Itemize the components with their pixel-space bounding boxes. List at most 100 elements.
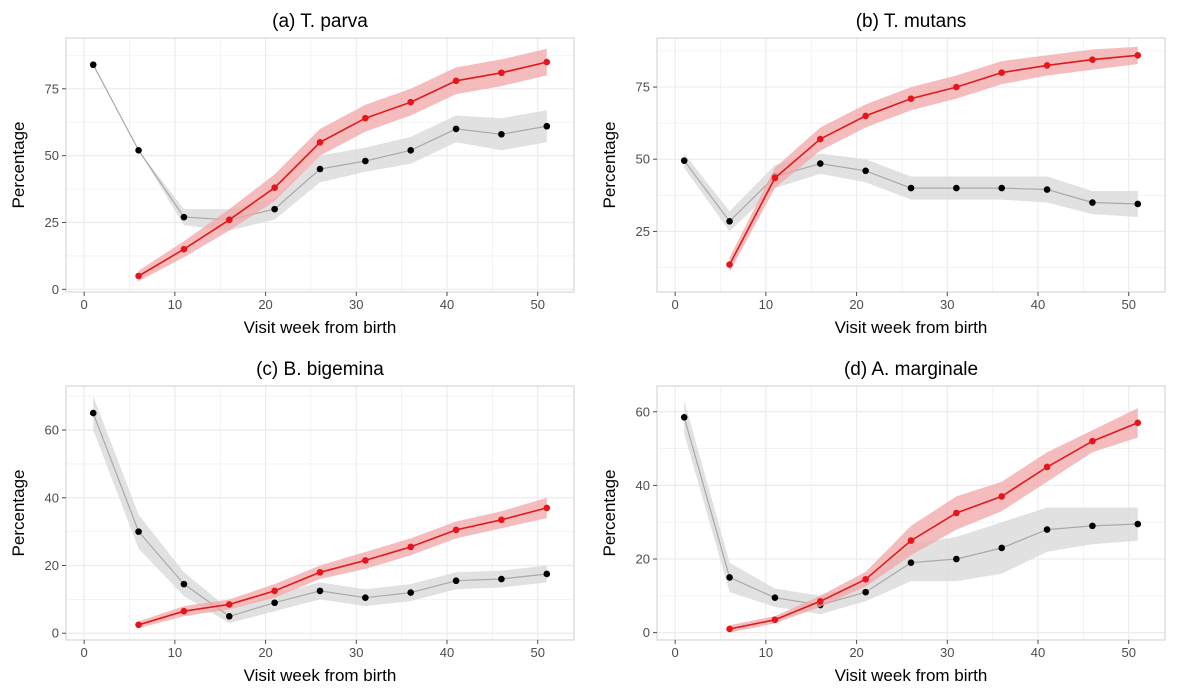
data-point-black (1089, 199, 1096, 206)
y-tick-label: 0 (52, 626, 59, 641)
series-line-red (729, 422, 1139, 630)
x-tick-label: 40 (440, 297, 454, 312)
x-axis-label: Visit week from birth (835, 318, 988, 337)
confidence-band-red (729, 408, 1138, 633)
data-point-black (1089, 522, 1096, 530)
x-tick-label: 10 (168, 645, 182, 660)
data-point-red (180, 245, 188, 253)
x-tick-label: 0 (81, 645, 88, 660)
x-tick-label: 20 (849, 645, 863, 660)
data-point-red (726, 261, 733, 268)
data-point-black (907, 184, 915, 192)
x-tick-label: 20 (849, 297, 863, 312)
data-point-black (862, 588, 869, 596)
data-point-red (225, 601, 233, 608)
y-tick-label: 50 (45, 148, 59, 163)
x-tick-label: 10 (759, 297, 773, 312)
chart-title: (b) T. mutans (856, 11, 967, 32)
data-point-red (1134, 52, 1142, 59)
data-point-red (816, 135, 824, 143)
chart-title: (a) T. parva (272, 11, 368, 32)
chart-svg: 0 10 20 30 40 50 0 20 40 60 (d) A. marginale Visit … (600, 359, 1166, 685)
data-point-red (362, 114, 369, 122)
data-point-black (543, 122, 551, 130)
x-tick-label: 50 (530, 297, 544, 312)
y-tick-label: 20 (45, 558, 59, 573)
series-line-red (138, 507, 548, 626)
chart-panel: 0 10 20 30 40 50 0 20 40 60 (d) A. marginale Visit … (591, 348, 1181, 695)
data-point-black (726, 574, 733, 581)
data-point-red (862, 112, 869, 120)
confidence-band-red (138, 497, 547, 629)
data-point-black (362, 157, 369, 165)
data-point-black (407, 146, 415, 154)
y-tick-label: 20 (636, 552, 650, 567)
plot-area (657, 38, 1165, 292)
chart-panel: 0 10 20 30 40 50 0 25 50 75 (a) T. parva Visit week… (0, 0, 590, 347)
chart-svg: 0 10 20 30 40 50 25 50 75 (b) T. mutans Visit week… (600, 11, 1166, 337)
data-point-red (998, 493, 1006, 500)
data-point-black (907, 559, 915, 566)
data-point-black (452, 125, 460, 133)
confidence-band-black (684, 400, 1138, 615)
data-point-black (953, 555, 960, 563)
data-point-black (816, 160, 824, 167)
data-point-red (498, 69, 505, 77)
x-tick-label: 30 (349, 297, 363, 312)
data-point-red (271, 587, 278, 595)
data-point-black (1043, 526, 1051, 533)
x-axis-label: Visit week from birth (244, 318, 397, 337)
y-tick-label: 50 (636, 152, 650, 167)
x-tick-label: 0 (81, 297, 88, 312)
x-tick-label: 20 (258, 297, 272, 312)
data-point-red (1043, 62, 1051, 69)
confidence-band-black (684, 153, 1138, 232)
chart-title: (c) B. bigemina (256, 359, 384, 380)
data-point-black (89, 61, 97, 69)
y-tick-label: 40 (636, 478, 650, 493)
data-point-black (407, 589, 415, 596)
data-point-red (543, 504, 551, 512)
data-point-red (271, 184, 278, 192)
data-point-red (225, 216, 233, 224)
data-point-red (998, 69, 1006, 76)
y-axis-label: Percentage (600, 470, 619, 557)
data-point-red (1089, 56, 1096, 63)
data-point-red (816, 598, 824, 605)
confidence-band-red (729, 46, 1138, 272)
y-tick-label: 60 (636, 404, 650, 419)
data-point-red (907, 95, 915, 102)
data-point-red (180, 607, 188, 615)
data-point-black (316, 165, 324, 173)
y-tick-label: 0 (643, 625, 650, 640)
data-point-red (771, 174, 779, 182)
data-point-black (89, 409, 97, 417)
x-tick-label: 40 (1031, 297, 1045, 312)
data-point-red (362, 557, 369, 564)
data-point-black (1043, 186, 1051, 193)
data-point-red (316, 138, 324, 146)
y-tick-label: 75 (45, 81, 59, 96)
data-point-red (135, 621, 142, 629)
data-point-red (907, 537, 915, 544)
x-tick-label: 40 (1031, 645, 1045, 660)
x-tick-label: 0 (672, 297, 679, 312)
x-axis-label: Visit week from birth (244, 666, 397, 685)
data-point-red (1134, 419, 1142, 427)
plot-frame (65, 37, 575, 293)
plot-frame (656, 385, 1166, 641)
data-point-red (316, 568, 324, 576)
x-tick-label: 10 (759, 645, 773, 660)
x-tick-label: 50 (1121, 645, 1135, 660)
plot-frame (65, 385, 575, 641)
data-point-black (998, 184, 1006, 192)
data-point-red (953, 83, 960, 91)
data-point-black (180, 213, 188, 221)
data-point-black (135, 146, 142, 154)
data-point-red (1089, 437, 1096, 445)
data-point-black (543, 570, 551, 578)
series-line-red (138, 61, 547, 277)
x-tick-label: 10 (168, 297, 182, 312)
data-point-black (1134, 520, 1142, 528)
data-point-black (680, 157, 688, 164)
